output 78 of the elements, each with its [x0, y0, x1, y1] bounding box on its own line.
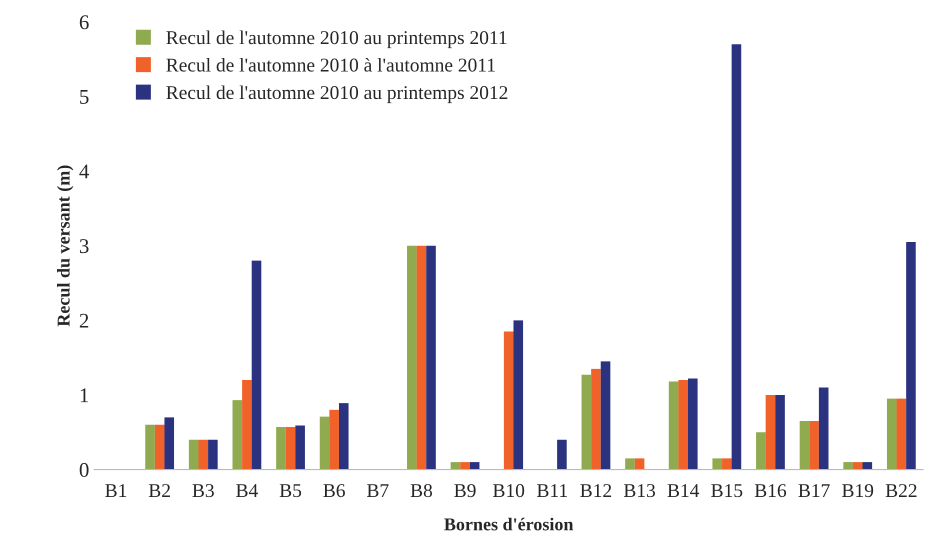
y-tick-label: 5 — [80, 90, 89, 104]
y-axis-title: Recul du versant (m) — [56, 166, 74, 326]
bar — [818, 387, 828, 470]
legend-label: Recul de l'automne 2010 au printemps 2012 — [166, 85, 508, 104]
x-tick-label: B7 — [367, 484, 389, 497]
bar — [600, 361, 610, 470]
bar — [668, 382, 678, 470]
bar — [722, 458, 732, 470]
x-tick-label: B9 — [454, 484, 476, 498]
x-tick-label: B13 — [624, 484, 656, 498]
bar — [591, 368, 601, 470]
bar — [460, 462, 470, 470]
bar — [582, 374, 592, 470]
bar — [862, 462, 872, 470]
bar — [513, 320, 524, 470]
bar — [766, 394, 776, 470]
bar — [276, 427, 286, 470]
bar — [896, 398, 906, 470]
bar — [154, 424, 164, 470]
bar — [809, 421, 819, 470]
bar — [843, 462, 853, 470]
bar — [188, 440, 198, 470]
x-tick-label: B10 — [493, 484, 524, 498]
bar — [338, 403, 349, 470]
y-tick-label: 1 — [80, 388, 88, 402]
bar — [886, 398, 897, 470]
bar — [329, 410, 339, 470]
bar — [286, 427, 296, 470]
y-tick-label: 6 — [80, 15, 89, 30]
bar — [295, 426, 305, 470]
x-tick-label: B3 — [192, 484, 214, 498]
x-tick-label: B17 — [798, 484, 830, 497]
legend-label: Recul de l'automne 2010 au printemps 2011 — [166, 30, 506, 48]
x-tick-label: B4 — [236, 484, 258, 497]
x-tick-label: B11 — [537, 484, 567, 497]
bar — [407, 246, 417, 470]
bar — [208, 440, 218, 470]
bar — [145, 424, 155, 470]
x-tick-label: B6 — [323, 484, 345, 498]
x-tick-label: B19 — [842, 484, 874, 498]
legend-label: Recul de l'automne 2010 à l'automne 2011 — [166, 58, 495, 72]
bar — [775, 394, 785, 470]
x-tick-label: B16 — [754, 484, 786, 498]
x-axis-title: Bornes d'érosion — [444, 518, 574, 530]
x-tick-label: B22 — [886, 484, 916, 497]
y-tick-label: 2 — [80, 314, 88, 328]
bar — [198, 440, 208, 470]
x-tick-label: B15 — [711, 484, 742, 498]
bar — [416, 246, 426, 470]
bar — [625, 458, 635, 470]
bar — [800, 421, 810, 470]
bar — [242, 380, 252, 470]
x-tick-label: B5 — [280, 484, 302, 498]
y-tick-label: 0 — [80, 462, 89, 477]
bar — [906, 242, 916, 470]
bar — [252, 260, 262, 470]
bar — [688, 378, 698, 470]
bar — [320, 416, 330, 470]
bar — [756, 432, 766, 470]
x-tick-label: B8 — [410, 484, 432, 498]
x-tick-label: B1 — [105, 484, 126, 497]
bar — [557, 440, 567, 470]
bar — [634, 458, 644, 470]
bar — [426, 246, 436, 470]
bar — [470, 462, 480, 470]
y-tick-label: 3 — [80, 239, 89, 254]
bar — [712, 458, 722, 470]
bar — [450, 462, 460, 470]
x-tick-label: B12 — [580, 484, 612, 497]
x-tick-label: B2 — [148, 484, 170, 497]
bar — [504, 332, 514, 470]
x-tick-label: B14 — [668, 484, 700, 497]
bar — [164, 417, 174, 470]
bar — [732, 44, 742, 470]
y-tick-label: 4 — [79, 164, 90, 178]
bar — [852, 462, 863, 470]
bar — [232, 400, 242, 470]
bar — [678, 380, 688, 470]
